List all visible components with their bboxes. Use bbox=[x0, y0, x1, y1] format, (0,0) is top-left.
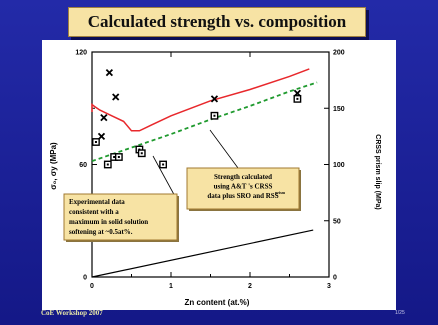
plot-panel: 0 1 2 3 0 60 120 0 50 100 150 200 Strength calculat… bbox=[42, 40, 396, 310]
square-center bbox=[117, 156, 120, 158]
data-point-square bbox=[114, 153, 123, 161]
y-right-tick-label: 50 bbox=[333, 218, 341, 225]
callout-text-line: Strength calculated bbox=[214, 173, 272, 181]
callout-box bbox=[63, 193, 178, 241]
crss-prism-line bbox=[91, 81, 318, 162]
x-axis-label: Zn content (at.%) bbox=[185, 298, 250, 307]
x-tick-label: 3 bbox=[327, 283, 331, 290]
callout-box bbox=[186, 167, 300, 210]
y-left-tick-label: 120 bbox=[75, 50, 87, 57]
y-left-tick-label: 0 bbox=[83, 275, 87, 282]
callout-pointer bbox=[152, 155, 178, 201]
y-left-tick-label: 60 bbox=[79, 162, 87, 169]
cross-stroke bbox=[105, 68, 114, 77]
callout-text-line: maximum in solid solution bbox=[69, 218, 148, 226]
square-center bbox=[113, 156, 116, 158]
data-point-cross bbox=[210, 95, 219, 103]
slide-title: Calculated strength vs. composition bbox=[87, 12, 347, 31]
callout-text-line: consistent with a bbox=[69, 208, 119, 216]
cross-stroke bbox=[112, 93, 120, 101]
data-point-square bbox=[159, 160, 168, 169]
data-point-square bbox=[293, 94, 302, 103]
data-point-square bbox=[137, 149, 146, 158]
y-right-tick-label: 150 bbox=[333, 106, 345, 113]
callout-text-line: Experimental data bbox=[69, 198, 125, 206]
callout-pointer bbox=[209, 129, 239, 169]
x-tick-label: 1 bbox=[169, 283, 173, 290]
square-center bbox=[106, 163, 109, 166]
callout-text-line: using A&T 's CRSS bbox=[214, 183, 273, 191]
x-tick-label: 2 bbox=[248, 283, 252, 290]
data-point-cross bbox=[100, 113, 108, 122]
x-tick-label: 0 bbox=[90, 283, 94, 290]
axis-ticks bbox=[91, 51, 330, 278]
callouts: Strength calculated using A&T 's CRSSdata… bbox=[63, 129, 301, 242]
plot-border bbox=[91, 51, 330, 278]
data-point-square bbox=[210, 111, 219, 120]
data-point-square bbox=[103, 160, 112, 169]
cross-stroke bbox=[100, 113, 108, 122]
square-center bbox=[296, 97, 299, 100]
data-point-cross bbox=[112, 93, 120, 101]
y-right-tick-label: 200 bbox=[333, 50, 345, 57]
plot-frame bbox=[91, 51, 330, 278]
square-center bbox=[140, 152, 143, 155]
y-axis-right-label: CRSS prism slip (MPa) bbox=[374, 134, 381, 209]
data-series bbox=[91, 68, 318, 278]
cross-stroke bbox=[210, 95, 219, 103]
callout-superscript: prism bbox=[275, 190, 286, 195]
square-center bbox=[213, 114, 216, 117]
square-center bbox=[94, 141, 97, 143]
footer-workshop: CoE Workshop 2007 bbox=[41, 309, 103, 317]
slide-title-box: Calculated strength vs. composition bbox=[68, 7, 366, 37]
square-center bbox=[162, 163, 165, 166]
callout-text-line: data plus SRO and RSS bbox=[207, 192, 278, 200]
data-point-square bbox=[92, 138, 100, 146]
base-line bbox=[91, 229, 314, 278]
data-point-cross bbox=[105, 68, 114, 77]
y-axis-left-label: σ₀, σy (MPa) bbox=[49, 142, 58, 190]
y-right-tick-label: 0 bbox=[333, 275, 337, 282]
page-number: 1/25 bbox=[395, 310, 405, 316]
callout-text-line: softening at ~0.5at%. bbox=[69, 228, 133, 236]
y-right-tick-label: 100 bbox=[333, 162, 345, 169]
calculated-strength-curve bbox=[91, 68, 310, 132]
